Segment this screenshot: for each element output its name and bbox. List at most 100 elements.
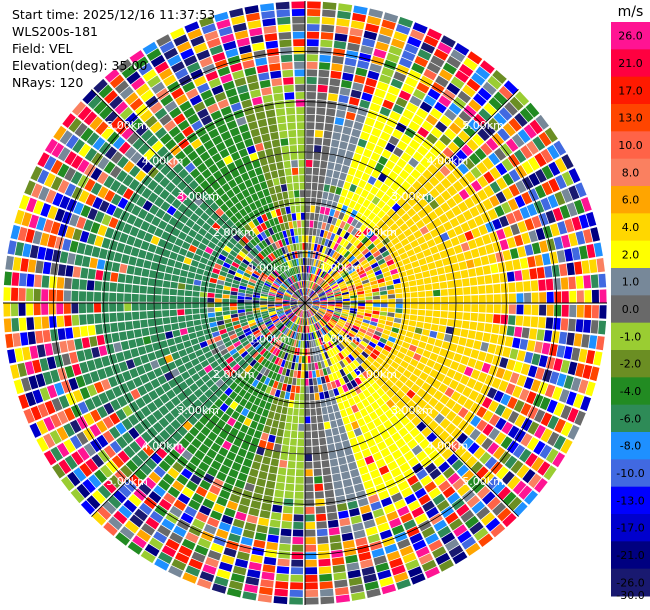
velocity-cell (381, 472, 393, 482)
velocity-cell (311, 340, 314, 348)
velocity-cell (161, 545, 177, 558)
velocity-cell (309, 317, 313, 325)
velocity-cell (342, 540, 355, 549)
velocity-cell (204, 351, 213, 359)
velocity-cell (87, 233, 97, 245)
colorbar-tick-label: 4.0 (622, 221, 640, 234)
velocity-cell (315, 506, 326, 514)
velocity-cell (126, 379, 136, 391)
velocity-cell (176, 342, 185, 351)
velocity-cell (324, 238, 330, 247)
velocity-cell (557, 221, 568, 235)
velocity-cell (199, 297, 207, 303)
velocity-cell (284, 262, 290, 269)
velocity-cell (198, 394, 208, 404)
velocity-cell (333, 346, 340, 354)
velocity-cell (57, 264, 67, 276)
velocity-cell (188, 244, 198, 253)
velocity-cell (135, 183, 146, 195)
velocity-cell (349, 183, 357, 193)
velocity-cell (325, 342, 331, 350)
velocity-cell (347, 225, 355, 234)
velocity-cell (437, 152, 449, 164)
velocity-cell (423, 181, 434, 192)
velocity-cell (490, 263, 499, 274)
velocity-cell (327, 161, 335, 170)
velocity-cell (317, 290, 324, 295)
velocity-cell (204, 246, 214, 255)
velocity-cell (184, 308, 192, 315)
velocity-cell (569, 304, 577, 318)
velocity-cell (311, 282, 316, 290)
velocity-cell (405, 379, 414, 389)
velocity-cell (161, 442, 173, 454)
velocity-cell (342, 338, 350, 346)
velocity-cell (249, 278, 257, 284)
velocity-cell (508, 293, 516, 303)
velocity-cell (279, 375, 285, 383)
velocity-cell (401, 341, 411, 349)
velocity-cell (370, 246, 378, 254)
velocity-cell (333, 288, 340, 293)
velocity-cell (232, 352, 240, 360)
velocity-cell (195, 126, 207, 138)
velocity-cell (87, 325, 96, 336)
velocity-cell (279, 314, 286, 319)
velocity-cell (188, 332, 197, 340)
velocity-cell (270, 170, 279, 179)
velocity-cell (323, 130, 333, 139)
velocity-cell (94, 292, 102, 302)
velocity-cell (190, 474, 202, 485)
velocity-cell (352, 476, 362, 485)
velocity-cell (102, 416, 114, 429)
velocity-cell (467, 239, 477, 250)
velocity-cell (591, 289, 599, 303)
velocity-cell (523, 281, 531, 292)
velocity-cell (386, 389, 395, 399)
velocity-cell (212, 268, 221, 275)
velocity-cell (256, 381, 264, 390)
velocity-cell (384, 254, 393, 262)
velocity-cell (460, 374, 470, 386)
velocity-cell (297, 439, 304, 446)
velocity-cell (311, 316, 315, 324)
velocity-cell (311, 293, 317, 299)
velocity-cell (335, 370, 342, 379)
velocity-cell (376, 81, 389, 92)
velocity-cell (311, 266, 315, 274)
velocity-cell (360, 559, 374, 569)
velocity-cell (156, 271, 165, 280)
velocity-cell (210, 360, 219, 369)
velocity-cell (256, 190, 265, 199)
velocity-cell (385, 218, 395, 227)
velocity-cell (232, 565, 247, 576)
velocity-cell (146, 426, 158, 438)
velocity-cell (283, 296, 291, 299)
velocity-cell (369, 102, 381, 113)
velocity-cell (386, 316, 394, 322)
velocity-cell (76, 242, 86, 255)
velocity-cell (244, 162, 254, 172)
velocity-cell (293, 521, 304, 530)
velocity-cell (387, 426, 397, 436)
velocity-cell (144, 115, 158, 128)
velocity-cell (307, 250, 311, 258)
velocity-cell (253, 104, 265, 113)
velocity-cell (199, 341, 208, 349)
velocity-cell (504, 336, 514, 347)
velocity-cell (263, 556, 277, 566)
velocity-cell (275, 208, 282, 217)
velocity-cell (332, 473, 342, 482)
velocity-cell (247, 186, 256, 195)
velocity-cell (234, 455, 245, 465)
velocity-cell (296, 243, 300, 251)
velocity-cell (285, 279, 291, 286)
velocity-cell (243, 434, 253, 444)
velocity-cell (74, 338, 83, 350)
velocity-cell (448, 296, 456, 303)
velocity-cell (159, 189, 170, 200)
velocity-cell (285, 291, 292, 296)
velocity-cell (463, 366, 474, 377)
velocity-cell (226, 451, 237, 461)
velocity-cell (426, 506, 439, 519)
